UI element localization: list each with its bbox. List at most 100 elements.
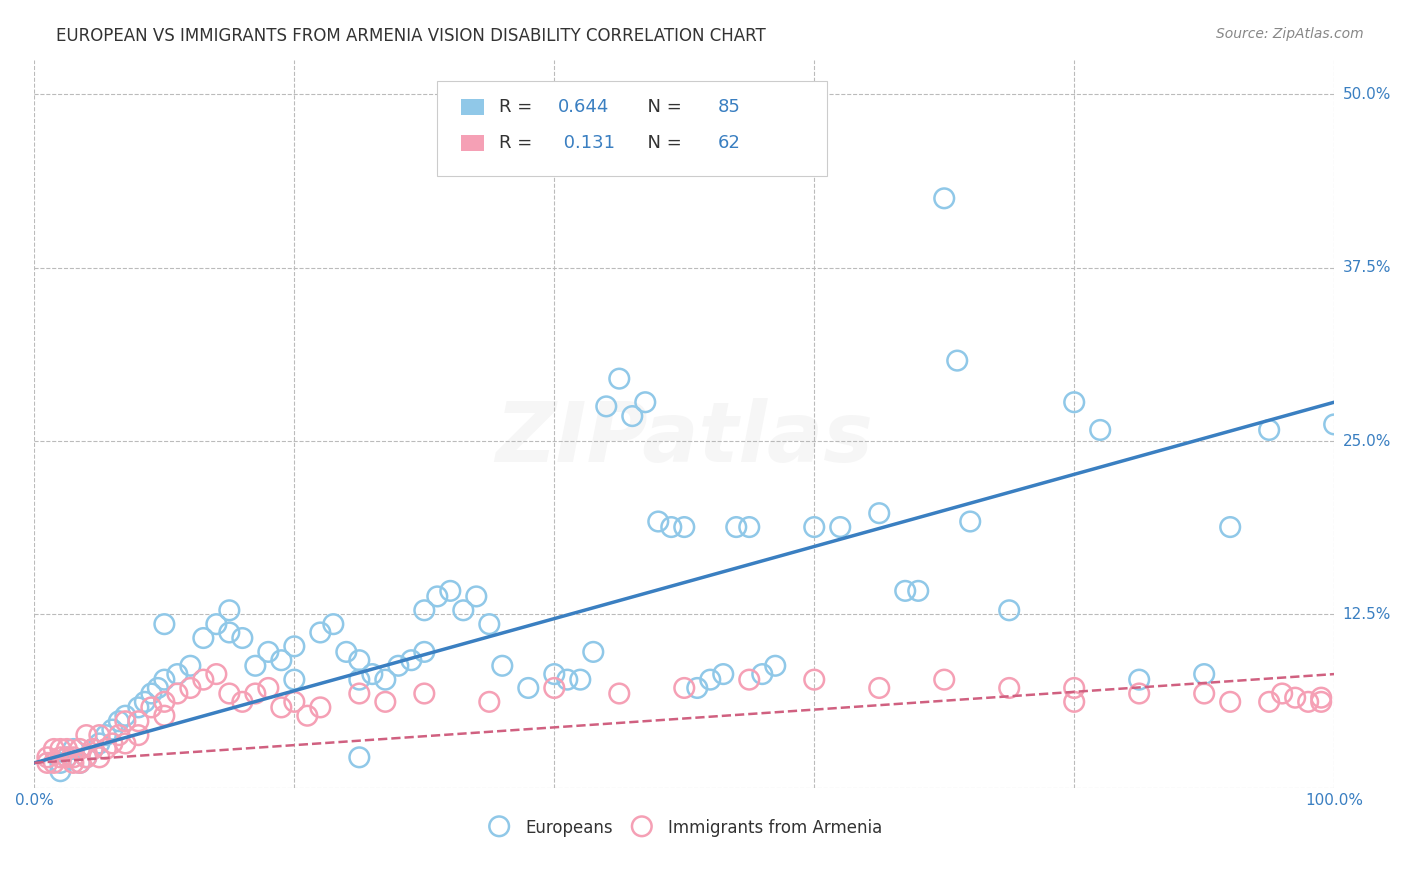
Point (89, 728, 111, 742)
Point (49, 756, 72, 770)
Point (69, 742, 91, 756)
Point (1063, 695, 1085, 709)
FancyBboxPatch shape (461, 99, 484, 115)
Text: 12.5%: 12.5% (1343, 607, 1391, 622)
Point (934, 191, 956, 205)
Point (738, 520, 761, 534)
Point (245, 686, 267, 700)
Text: R =: R = (499, 135, 538, 153)
Point (231, 631, 253, 645)
Point (998, 603, 1021, 617)
Text: EUROPEAN VS IMMIGRANTS FROM ARMENIA VISION DISABILITY CORRELATION CHART: EUROPEAN VS IMMIGRANTS FROM ARMENIA VISI… (56, 27, 766, 45)
Text: Source: ZipAtlas.com: Source: ZipAtlas.com (1216, 27, 1364, 41)
Point (998, 681, 1021, 695)
Text: 0.131: 0.131 (558, 135, 614, 153)
Point (607, 371, 630, 385)
Point (179, 681, 201, 695)
Text: N =: N = (636, 98, 688, 116)
Point (42, 742, 65, 756)
Point (555, 673, 578, 687)
Point (141, 700, 163, 714)
Point (101, 723, 124, 737)
Point (803, 520, 825, 534)
Point (426, 590, 449, 604)
Point (517, 681, 540, 695)
Point (56, 750, 79, 764)
Point (349, 673, 371, 687)
Point (673, 520, 696, 534)
Point (42, 756, 65, 770)
Point (153, 708, 176, 723)
Point (894, 583, 917, 598)
Point (270, 700, 292, 714)
FancyBboxPatch shape (461, 136, 484, 152)
Point (673, 681, 696, 695)
Point (1219, 520, 1241, 534)
Point (1310, 695, 1333, 709)
Point (543, 681, 565, 695)
Point (283, 673, 305, 687)
Point (56, 750, 79, 764)
Point (946, 353, 969, 368)
Point (934, 673, 956, 687)
Point (1258, 695, 1281, 709)
Text: ZIPatlas: ZIPatlas (495, 398, 873, 479)
Point (205, 667, 228, 681)
Point (270, 653, 292, 667)
Point (153, 695, 176, 709)
Point (413, 645, 436, 659)
Point (465, 590, 488, 604)
Point (711, 667, 734, 681)
Point (1310, 690, 1333, 705)
Text: 37.5%: 37.5% (1343, 260, 1391, 275)
Point (89, 750, 111, 764)
Point (309, 625, 332, 640)
Point (595, 400, 617, 414)
Point (114, 714, 136, 729)
Point (868, 681, 890, 695)
Point (218, 686, 240, 700)
Point (569, 673, 592, 687)
Point (309, 700, 332, 714)
Point (94, 728, 117, 742)
Point (374, 695, 396, 709)
Point (82, 742, 104, 756)
Text: 85: 85 (717, 98, 741, 116)
Point (907, 583, 929, 598)
Point (257, 645, 280, 659)
Point (218, 603, 240, 617)
Point (830, 520, 852, 534)
Point (634, 395, 657, 409)
Point (1296, 695, 1319, 709)
Point (1192, 667, 1215, 681)
Point (134, 695, 156, 709)
Point (686, 681, 709, 695)
Point (297, 708, 319, 723)
Point (37, 750, 59, 764)
Point (153, 673, 176, 687)
Point (453, 603, 475, 617)
Point (205, 617, 228, 632)
Text: R =: R = (499, 98, 538, 116)
Point (114, 708, 136, 723)
Point (1284, 690, 1306, 705)
Point (1271, 686, 1294, 700)
Point (335, 645, 357, 659)
Point (738, 673, 761, 687)
Text: 62: 62 (717, 135, 741, 153)
Point (803, 673, 825, 687)
Point (231, 695, 253, 709)
Point (179, 658, 201, 673)
Point (283, 695, 305, 709)
Point (647, 515, 669, 529)
Point (1258, 423, 1281, 437)
Point (75, 750, 97, 764)
Point (387, 658, 409, 673)
Point (439, 583, 461, 598)
Point (49, 750, 72, 764)
Point (349, 686, 371, 700)
Point (82, 742, 104, 756)
Point (868, 506, 890, 520)
Point (659, 520, 682, 534)
Point (69, 756, 91, 770)
